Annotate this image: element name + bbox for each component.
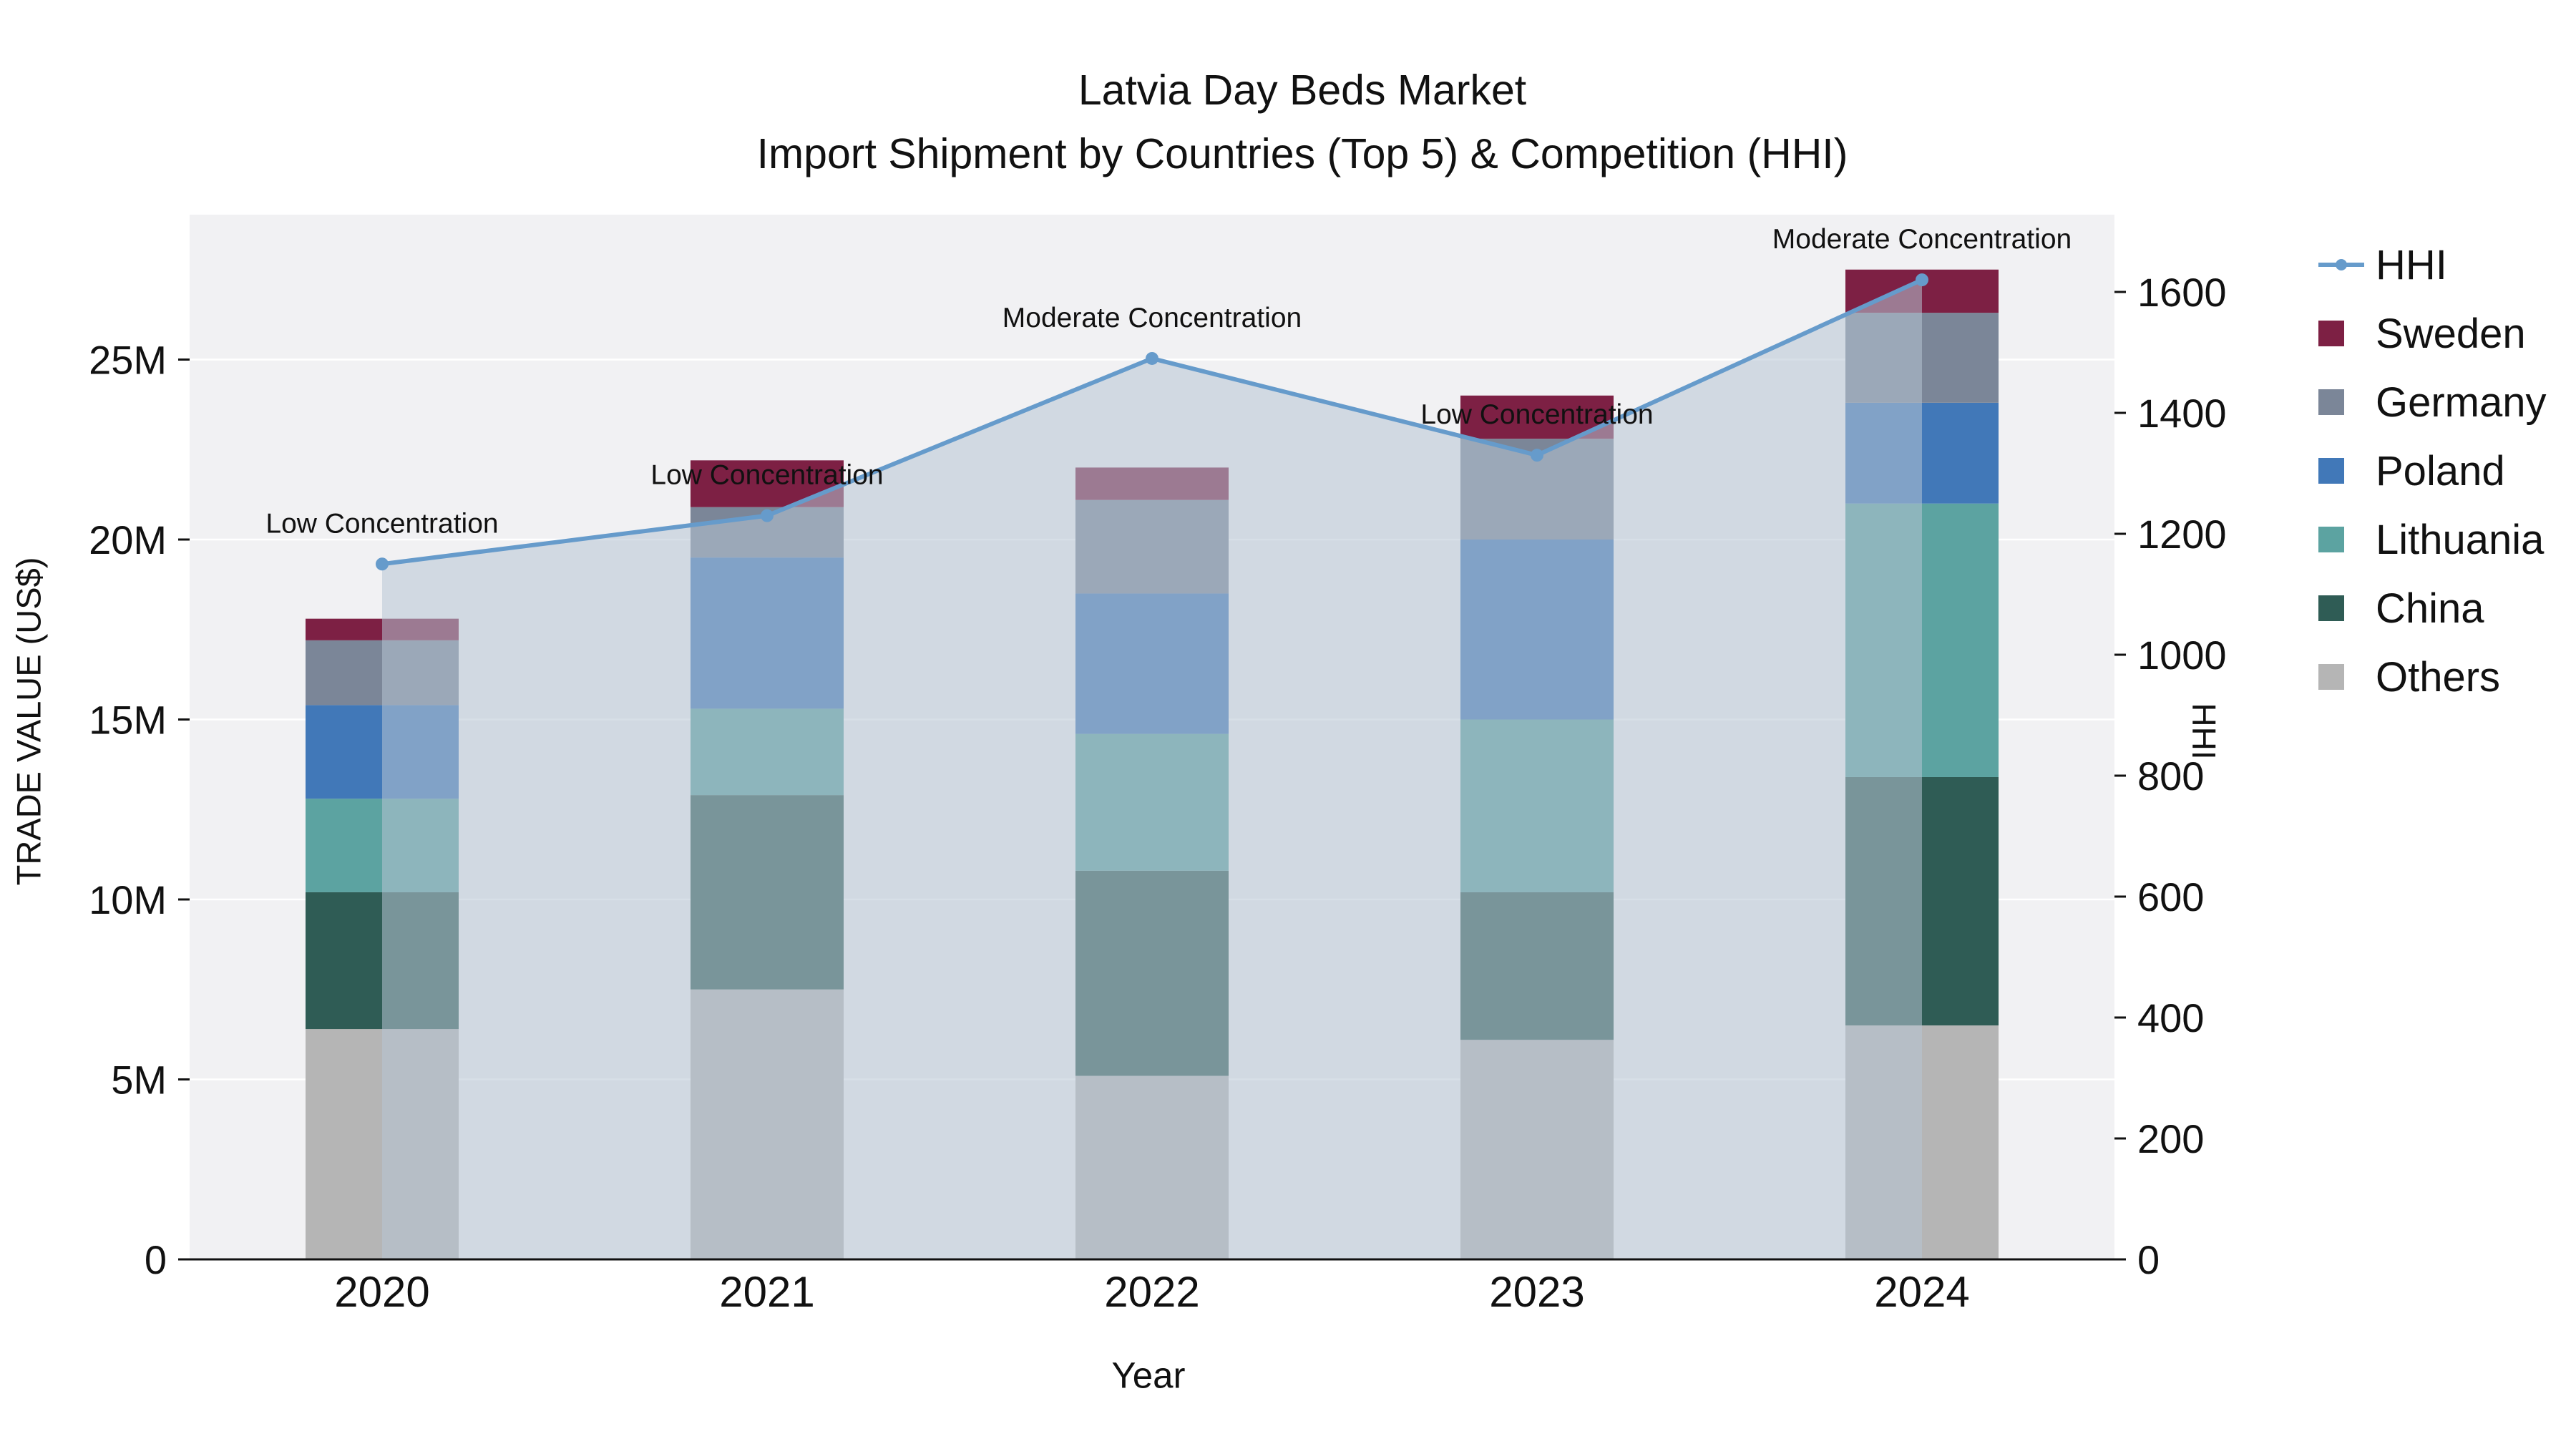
right-tick-label: 0 <box>2137 1237 2160 1282</box>
legend-swatch-poland <box>2318 458 2344 484</box>
legend-item-lithuania[interactable]: Lithuania <box>2318 505 2547 574</box>
left-tick-label: 10M <box>89 877 167 922</box>
legend: HHI Sweden Germany Poland Lithuania China Othe… <box>2318 230 2547 711</box>
legend-swatch-sweden <box>2318 321 2344 346</box>
annotation-label: Low Concentration <box>265 508 498 539</box>
hhi-marker <box>1146 351 1158 365</box>
left-tick-label: 15M <box>89 698 167 743</box>
chart-title-line2: Import Shipment by Countries (Top 5) & C… <box>756 130 1848 177</box>
legend-label: HHI <box>2376 241 2447 288</box>
right-tick-label: 1400 <box>2137 391 2227 436</box>
annotation-label: Low Concentration <box>650 460 883 491</box>
legend-item-china[interactable]: China <box>2318 574 2547 643</box>
right-tick-label: 400 <box>2137 995 2204 1040</box>
legend-label: Sweden <box>2376 310 2526 357</box>
hhi-area <box>382 280 1922 1260</box>
y-axis-title-right: HHI <box>2185 703 2223 760</box>
legend-label: China <box>2376 585 2484 632</box>
chart-title: Latvia Day Beds Market Import Shipment b… <box>0 59 2576 186</box>
legend-label: Germany <box>2376 379 2547 426</box>
x-tick-label: 2024 <box>1874 1268 1969 1316</box>
legend-swatch-china <box>2318 595 2344 621</box>
legend-item-sweden[interactable]: Sweden <box>2318 299 2547 368</box>
left-tick-label: 20M <box>89 517 167 562</box>
annotation-label: Moderate Concentration <box>1002 303 1302 333</box>
right-tick-label: 1000 <box>2137 633 2227 678</box>
x-tick-label: 2022 <box>1104 1268 1199 1316</box>
legend-item-hhi[interactable]: HHI <box>2318 230 2547 299</box>
x-tick-label: 2020 <box>334 1268 429 1316</box>
chart-title-line1: Latvia Day Beds Market <box>1078 67 1527 114</box>
hhi-marker <box>761 509 774 522</box>
left-tick-label: 25M <box>89 338 167 383</box>
legend-item-poland[interactable]: Poland <box>2318 436 2547 505</box>
y-axis-title-left: TRADE VALUE (US$) <box>9 557 48 886</box>
annotation-label: Moderate Concentration <box>1772 224 2072 255</box>
x-axis-title: Year <box>1111 1355 1186 1396</box>
legend-label: Others <box>2376 653 2501 701</box>
x-tick-label: 2023 <box>1489 1268 1584 1316</box>
legend-label: Lithuania <box>2376 516 2545 563</box>
hhi-marker <box>376 557 389 571</box>
right-tick-label: 800 <box>2137 753 2204 799</box>
hhi-marker <box>1916 273 1928 287</box>
legend-swatch-lithuania <box>2318 527 2344 552</box>
right-tick-label: 1600 <box>2137 270 2227 315</box>
right-tick-label: 600 <box>2137 874 2204 919</box>
legend-item-germany[interactable]: Germany <box>2318 368 2547 436</box>
legend-swatch-germany <box>2318 389 2344 415</box>
hhi-marker <box>1531 449 1543 462</box>
left-tick-label: 5M <box>111 1058 167 1103</box>
x-tick-label: 2021 <box>719 1268 814 1316</box>
legend-label: Poland <box>2376 447 2505 494</box>
legend-swatch-others <box>2318 664 2344 690</box>
right-tick-label: 1200 <box>2137 512 2227 557</box>
legend-item-others[interactable]: Others <box>2318 643 2547 711</box>
left-tick-label: 0 <box>145 1237 167 1282</box>
annotation-label: Low Concentration <box>1420 399 1653 430</box>
right-tick-label: 200 <box>2137 1116 2204 1161</box>
hhi-line-icon <box>2318 252 2364 278</box>
